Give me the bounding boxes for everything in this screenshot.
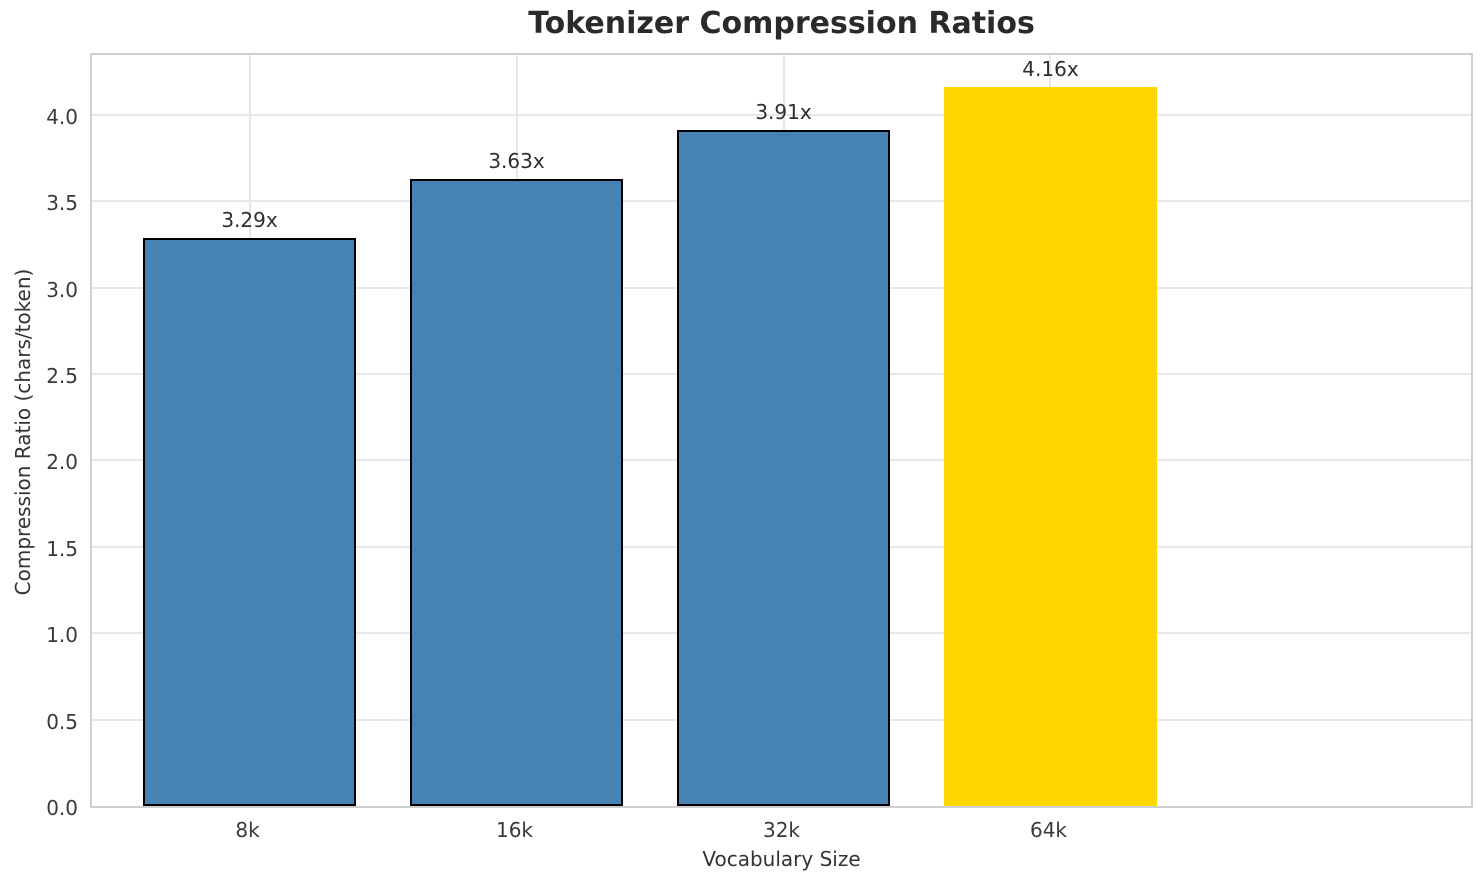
- bar-16k: [409, 178, 624, 806]
- y-tick-label: 0.5: [46, 709, 78, 734]
- x-tick-label: 8k: [235, 818, 260, 842]
- bar-value-label: 3.91x: [755, 100, 812, 125]
- bar-8k: [142, 237, 357, 806]
- x-tick-label: 32k: [762, 818, 801, 842]
- x-tick-label: 16k: [495, 818, 534, 842]
- y-tick-label: 3.0: [46, 277, 78, 302]
- grid-line-horizontal: [92, 113, 1471, 116]
- y-tick-label: 1.0: [46, 623, 78, 648]
- bar-value-label: 3.63x: [488, 148, 545, 173]
- x-axis-label: Vocabulary Size: [702, 847, 861, 871]
- bar-value-label: 3.29x: [221, 207, 278, 232]
- y-tick-label: 3.5: [46, 191, 78, 216]
- y-tick-label: 2.5: [46, 364, 78, 389]
- y-tick-label: 0.0: [46, 796, 78, 820]
- chart-title: Tokenizer Compression Ratios: [528, 6, 1035, 41]
- plot-area: 3.29x 3.63x 3.91x 4.16x: [90, 53, 1473, 808]
- y-tick-label: 4.0: [46, 104, 78, 129]
- x-tick-label: 64k: [1029, 818, 1067, 842]
- bar-64k: [943, 87, 1158, 806]
- y-tick-label: 1.5: [46, 536, 78, 561]
- bar-32k: [676, 130, 891, 806]
- y-tick-label: 2.0: [46, 450, 78, 475]
- bar-value-label: 4.16x: [1022, 57, 1079, 82]
